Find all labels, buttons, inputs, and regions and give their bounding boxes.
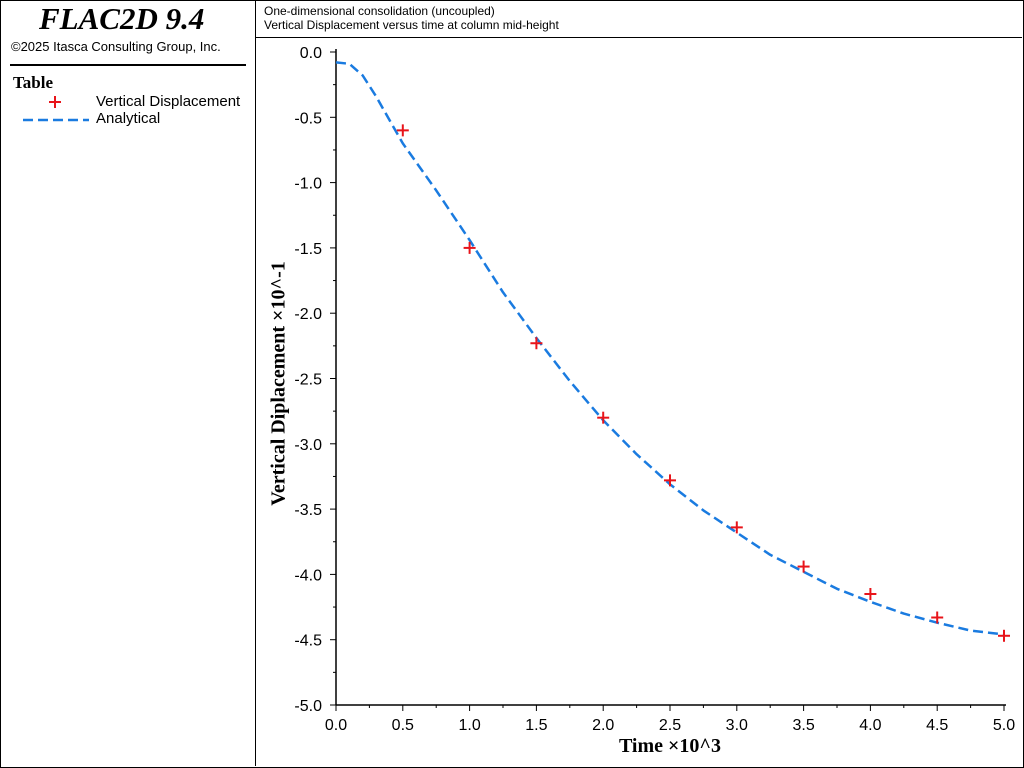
legend-title: Table <box>13 73 54 92</box>
vertical-displacement-point <box>396 124 409 137</box>
y-axis-label: Vertical Diplacement ×10^-1 <box>268 261 290 505</box>
vertical-displacement-point <box>931 611 944 624</box>
x-tick-label: 3.5 <box>792 717 814 734</box>
y-tick-label: -5.0 <box>294 698 322 715</box>
y-tick-label: -3.5 <box>294 502 322 519</box>
legend-label: Vertical Displacement <box>96 93 241 110</box>
plot-panel: One-dimensional consolidation (uncoupled… <box>256 1 1022 766</box>
x-tick-label: 3.0 <box>726 717 748 734</box>
x-tick-label: 4.5 <box>926 717 948 734</box>
plot-subtitle-2: Vertical Displacement versus time at col… <box>264 18 559 32</box>
x-tick-label: 0.0 <box>325 717 347 734</box>
vertical-displacement-point <box>998 629 1010 642</box>
vertical-displacement-point <box>797 560 810 573</box>
x-tick-label: 0.5 <box>392 717 414 734</box>
app-title: FLAC2D 9.4 <box>39 1 205 36</box>
x-axis-label: Time ×10^3 <box>619 735 721 757</box>
analytical-series-line <box>335 61 1005 636</box>
y-tick-label: -0.5 <box>294 110 322 127</box>
y-tick-label: 0.0 <box>300 45 322 62</box>
vertical-displacement-point <box>530 337 543 350</box>
chart-axes: 0.0 -0.5 -1.0 -1.5 -2.0 -2.5 -3.0 -3.5 -4.0 -4.5 -… <box>294 45 1015 734</box>
panel-divider <box>10 64 246 66</box>
legend-item-vertical-displacement: Vertical Displacement <box>21 93 253 111</box>
vertical-displacement-point <box>463 241 476 254</box>
y-tick-label: -1.0 <box>294 176 322 193</box>
dashed-line-icon <box>23 118 89 122</box>
vertical-displacement-point <box>864 587 877 600</box>
y-tick-label: -2.0 <box>294 306 322 323</box>
vertical-displacement-point <box>597 411 610 424</box>
x-tick-label: 1.0 <box>458 717 480 734</box>
y-tick-label: -3.0 <box>294 437 322 454</box>
y-tick-label: -1.5 <box>294 241 322 258</box>
x-tick-label: 5.0 <box>993 717 1015 734</box>
vertical-displacement-point <box>664 474 676 487</box>
plot-header: One-dimensional consolidation (uncoupled… <box>256 1 1022 38</box>
chart-series <box>335 61 1010 642</box>
legend-label: Analytical <box>96 110 161 127</box>
plus-marker-icon <box>49 96 61 108</box>
x-tick-label: 2.5 <box>659 717 681 734</box>
x-tick-label: 1.5 <box>525 717 547 734</box>
x-tick-label: 4.0 <box>859 717 881 734</box>
y-tick-label: -4.0 <box>294 567 322 584</box>
y-tick-label: -2.5 <box>294 372 322 389</box>
legend-item-analytical: Analytical <box>21 110 253 128</box>
legend-panel: FLAC2D 9.4 ©2025 Itasca Consulting Group… <box>1 1 256 766</box>
vertical-displacement-point <box>730 521 743 534</box>
plot-subtitle-1: One-dimensional consolidation (uncoupled… <box>264 4 495 18</box>
copyright-text: ©2025 Itasca Consulting Group, Inc. <box>11 39 221 54</box>
y-tick-label: -4.5 <box>294 633 322 650</box>
x-tick-label: 2.0 <box>592 717 614 734</box>
chart: 0.0 -0.5 -1.0 -1.5 -2.0 -2.5 -3.0 -3.5 -4.0 -4.5 -… <box>268 45 1016 757</box>
